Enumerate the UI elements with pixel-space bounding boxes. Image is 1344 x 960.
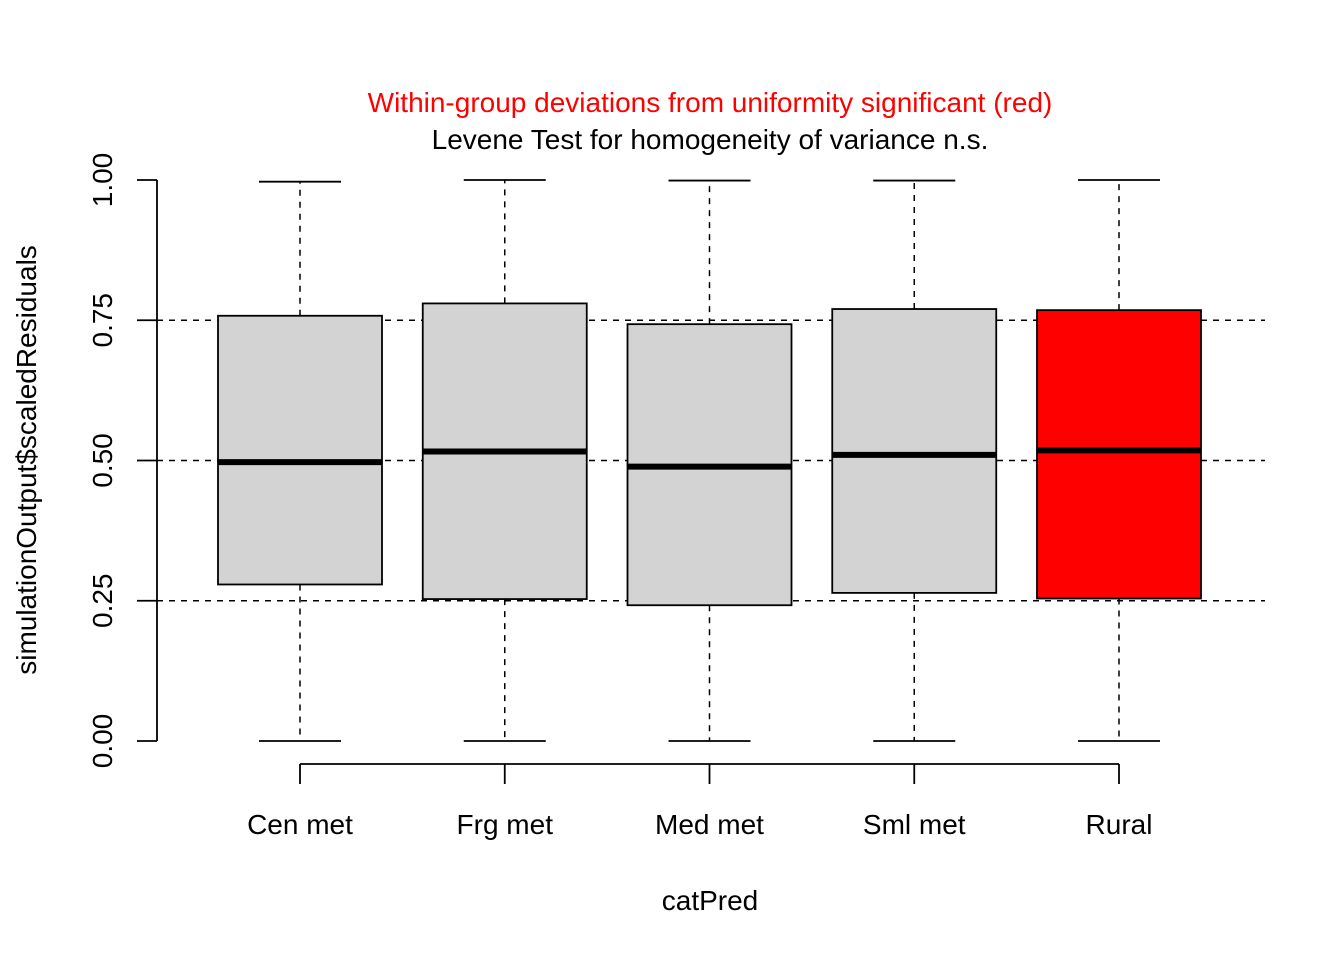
chart-subtitle: Levene Test for homogeneity of variance … xyxy=(432,124,989,155)
y-tick-label-1: 0.25 xyxy=(87,574,118,629)
box-1 xyxy=(421,179,588,742)
iqr-box xyxy=(831,308,998,594)
box-0 xyxy=(217,180,383,742)
y-tick-label-4: 1.00 xyxy=(87,153,118,208)
iqr-box xyxy=(1036,309,1202,600)
x-tick-label-2: Med met xyxy=(655,809,764,840)
chart-title: Within-group deviations from uniformity … xyxy=(368,87,1053,118)
y-axis-title: simulationOutput$scaledResiduals xyxy=(11,245,42,675)
boxes-group xyxy=(217,179,1202,742)
y-axis: 0.00 0.25 0.50 0.75 1.00 xyxy=(87,153,158,769)
x-axis: Cen met Frg met Med met Sml met Rural xyxy=(247,763,1153,840)
box-3 xyxy=(831,179,998,742)
x-tick-label-1: Frg met xyxy=(457,809,554,840)
x-tick-label-4: Rural xyxy=(1086,809,1153,840)
y-tick-label-3: 0.75 xyxy=(87,293,118,348)
x-tick-label-3: Sml met xyxy=(863,809,966,840)
y-tick-label-2: 0.50 xyxy=(87,433,118,488)
box-2 xyxy=(626,179,793,742)
y-tick-label-0: 0.00 xyxy=(87,714,118,769)
x-axis-title: catPred xyxy=(662,885,759,916)
iqr-box xyxy=(217,314,383,586)
box-4 xyxy=(1036,179,1202,742)
x-tick-label-0: Cen met xyxy=(247,809,353,840)
